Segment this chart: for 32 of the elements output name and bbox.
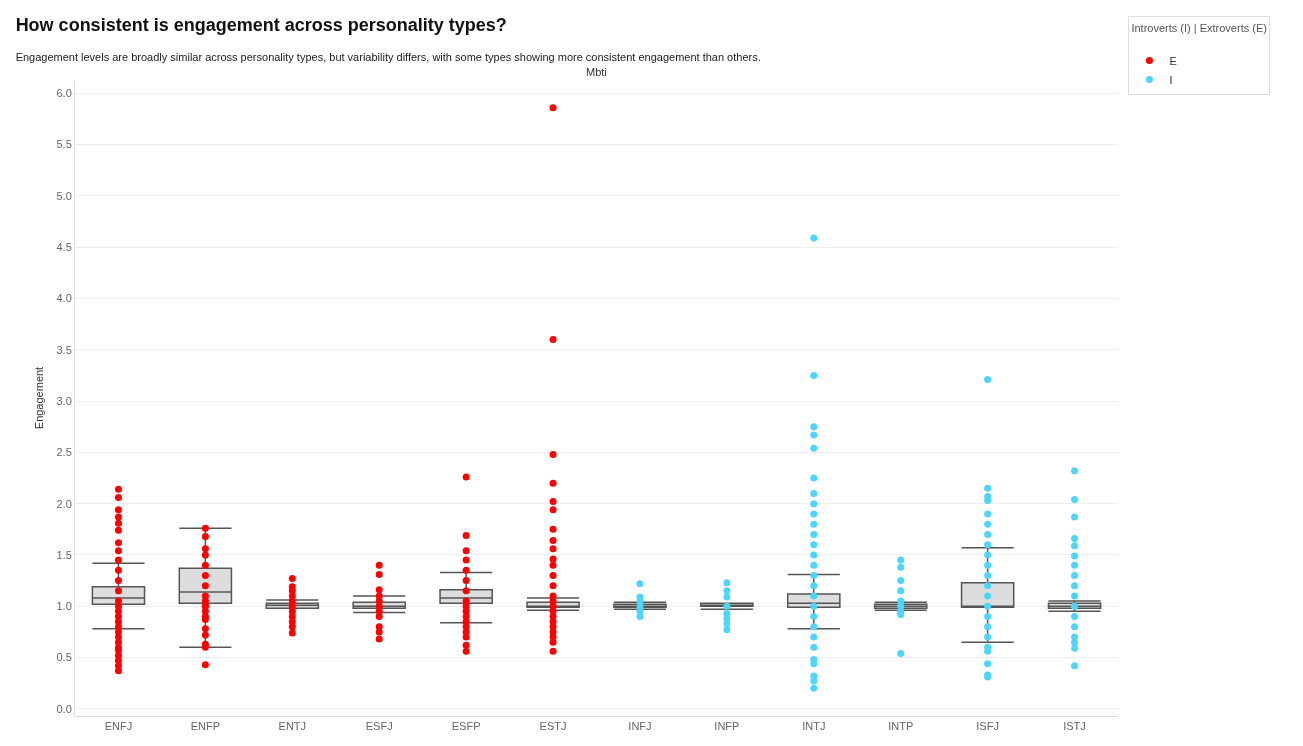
y-tick-label: 5.0 [56, 189, 72, 202]
x-tick-label: ISTJ [1063, 720, 1086, 733]
y-tick-label: 5.5 [56, 138, 72, 151]
legend-label: E [1169, 54, 1177, 67]
y-tick-label: 2.5 [56, 446, 72, 459]
x-tick-label: ISFJ [976, 720, 999, 733]
x-axis-title: Mbti [586, 66, 607, 78]
x-tick-label: ESTJ [539, 720, 567, 733]
legend-title: Introverts (I) | Extroverts (E) [1131, 21, 1267, 34]
x-tick-label: ESFP [451, 720, 481, 733]
y-tick-label: 2.0 [56, 497, 72, 510]
legend-label: I [1169, 73, 1173, 86]
x-tick-label: ENTJ [278, 720, 307, 733]
y-tick-label: 3.5 [56, 343, 72, 356]
y-tick-label: 3.0 [56, 394, 72, 407]
x-tick-label: ENFP [190, 720, 221, 733]
y-axis-title: Engagement [33, 366, 45, 430]
x-tick-label: ESFJ [365, 720, 393, 733]
y-tick-label: 1.5 [56, 548, 72, 561]
y-tick-label: 1.0 [56, 600, 72, 613]
y-tick-label: 4.0 [56, 292, 72, 305]
y-tick-label: 4.5 [56, 241, 72, 254]
y-tick-label: 0.0 [56, 702, 72, 715]
x-tick-label: INTP [888, 720, 914, 733]
x-tick-label: ENFJ [104, 720, 133, 733]
chart-subtitle: Engagement levels are broadly similar across personality types, but variability differs, with some types showing more consistent engagement than others. [15, 50, 761, 63]
x-tick-label: INFP [714, 720, 740, 733]
x-tick-label: INTJ [802, 720, 826, 733]
x-tick-label: INFJ [628, 720, 652, 733]
y-tick-label: 6.0 [56, 87, 72, 100]
chart-title: How consistent is engagement across personality types? [15, 15, 507, 36]
y-tick-label: 0.5 [56, 651, 72, 664]
